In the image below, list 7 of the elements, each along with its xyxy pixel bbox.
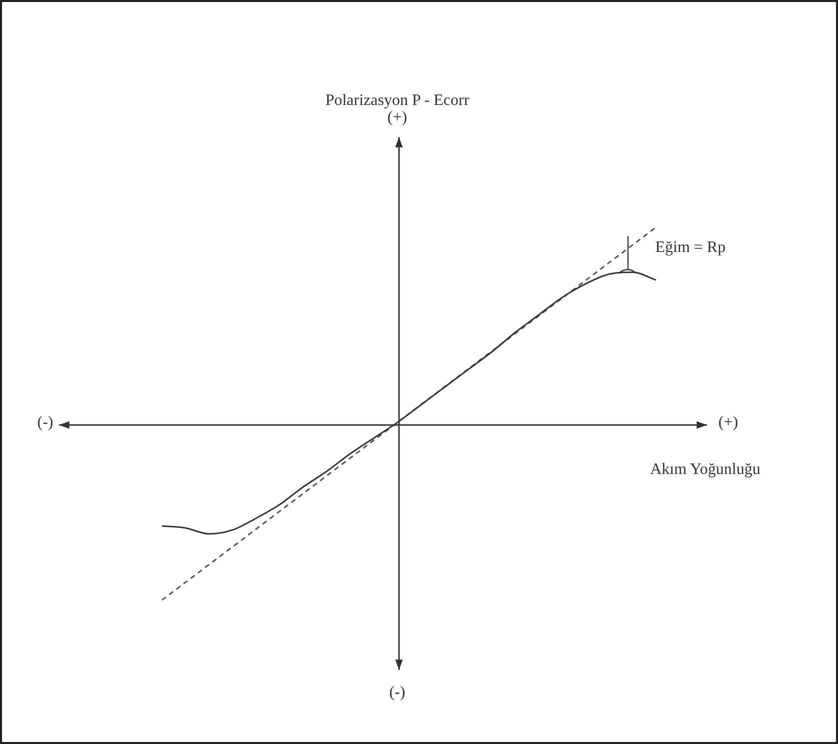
annotation: Eğim = Rp — [655, 238, 726, 256]
x-axis-title: Akım Yoğunluğu — [650, 460, 760, 478]
text: Polarizasyon P - Ecorr — [325, 92, 470, 109]
text: (+) — [387, 108, 408, 126]
text: (-) — [37, 414, 54, 431]
text: (-) — [389, 684, 406, 701]
text: (+) — [718, 414, 738, 431]
